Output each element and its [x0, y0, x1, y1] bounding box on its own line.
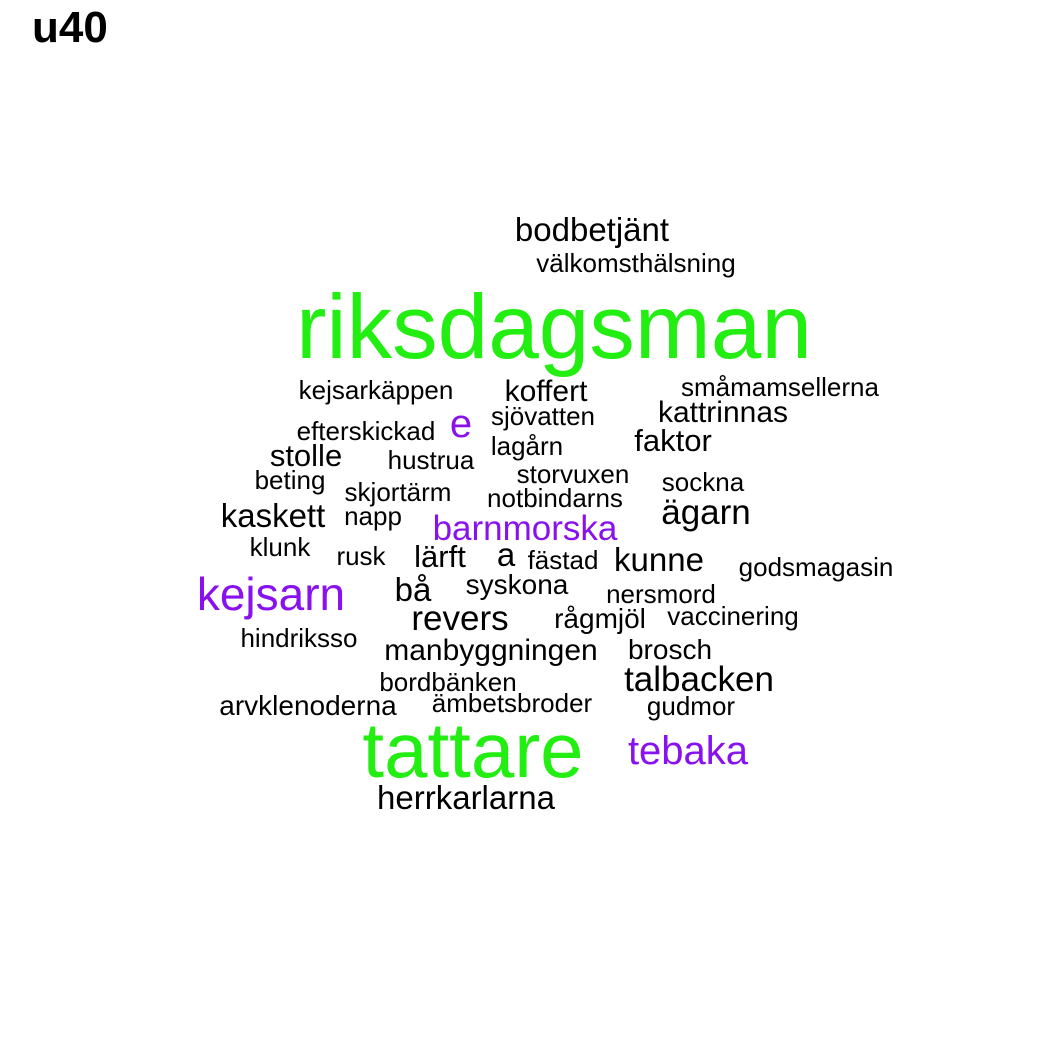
- cloud-word: rusk: [336, 541, 386, 571]
- cloud-word: välkomsthälsning: [536, 248, 735, 278]
- cloud-word: sockna: [662, 467, 745, 497]
- cloud-word: koffert: [505, 375, 588, 408]
- cloud-word: godsmagasin: [739, 552, 894, 582]
- cloud-word: bordbänken: [379, 667, 516, 697]
- cloud-word: lagårn: [491, 431, 563, 461]
- panel-title: u40: [32, 3, 108, 52]
- cloud-word: napp: [344, 501, 402, 531]
- cloud-word: gudmor: [647, 691, 735, 721]
- cloud-word: kattrinnas: [658, 396, 788, 429]
- cloud-word: notbindarns: [487, 483, 623, 513]
- cloud-word: kejsarn: [197, 568, 345, 620]
- cloud-word: a: [497, 536, 516, 573]
- cloud-word: stolle: [270, 438, 342, 473]
- cloud-word: bodbetjänt: [515, 211, 669, 248]
- cloud-word: klunk: [250, 532, 312, 562]
- cloud-word: kejsarkäppen: [299, 375, 454, 405]
- cloud-word: revers: [411, 599, 508, 638]
- cloud-word: lärft: [414, 539, 466, 574]
- cloud-word: riksdagsman: [296, 277, 812, 378]
- cloud-word: nersmord: [606, 579, 716, 609]
- cloud-word: e: [450, 402, 472, 446]
- cloud-word: hindriksso: [240, 623, 357, 653]
- cloud-word: fästad: [528, 545, 599, 575]
- cloud-word: skjortärm: [345, 477, 452, 507]
- cloud-word: efterskickad: [297, 416, 436, 446]
- cloud-word: rågmjöl: [554, 603, 646, 634]
- cloud-word: syskona: [466, 569, 569, 600]
- cloud-word: beting: [255, 465, 326, 495]
- cloud-word: barnmorska: [433, 509, 618, 548]
- cloud-word: hustrua: [388, 445, 475, 475]
- cloud-word: storvuxen: [517, 459, 630, 489]
- cloud-word: herrkarlarna: [377, 779, 556, 816]
- cloud-word: bå: [395, 571, 432, 608]
- cloud-word: brosch: [628, 634, 712, 665]
- cloud-word: tattare: [362, 706, 583, 794]
- cloud-word: ämbetsbroder: [432, 688, 593, 718]
- cloud-word: vaccinering: [667, 601, 799, 631]
- cloud-word: faktor: [634, 423, 712, 458]
- cloud-word: manbyggningen: [384, 634, 598, 667]
- cloud-word: talbacken: [624, 660, 774, 699]
- cloud-word: ägarn: [661, 493, 751, 532]
- cloud-word: sjövatten: [491, 401, 595, 431]
- cloud-word: kaskett: [221, 497, 326, 534]
- cloud-word: kunne: [614, 541, 704, 578]
- cloud-word: småmamsellerna: [681, 372, 879, 402]
- cloud-word: arvklenoderna: [219, 690, 397, 721]
- cloud-word: tebaka: [628, 729, 749, 773]
